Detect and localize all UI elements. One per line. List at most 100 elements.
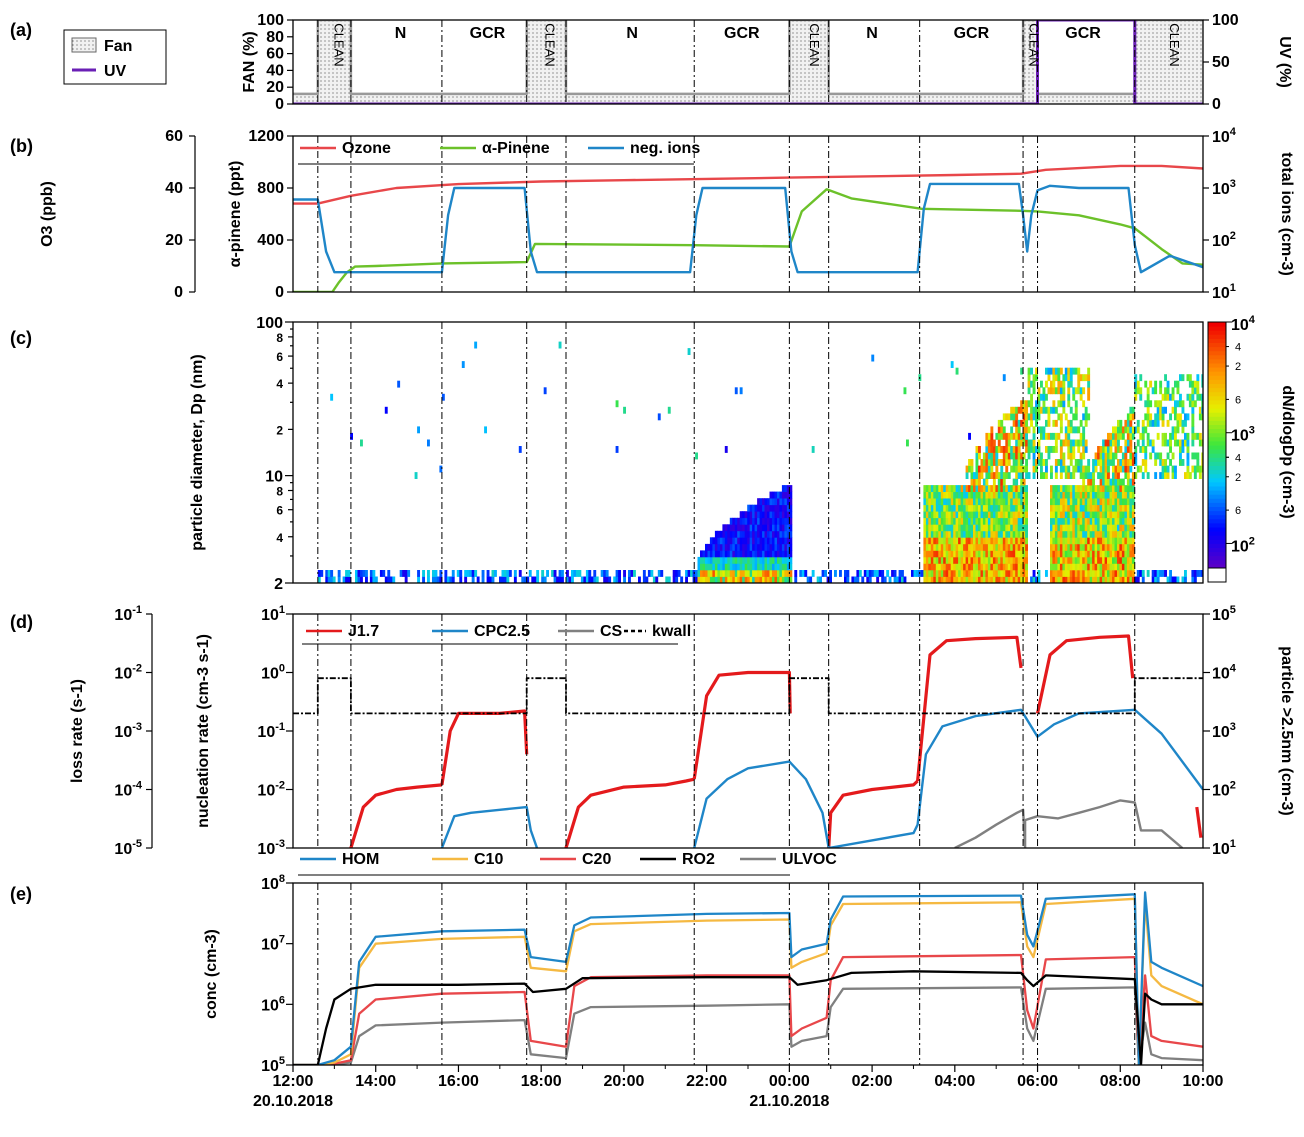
heatmap-cell-2106: [1104, 439, 1108, 447]
heatmap-cell-1070: [982, 465, 986, 473]
heatmap-cell-2345: [1131, 530, 1135, 538]
heatmap-cell-409: [754, 511, 758, 519]
heatmap-cell-996: [975, 570, 979, 577]
heatmap-cell-2364: [1134, 452, 1138, 460]
heatmap-cell-1840: [1074, 413, 1078, 421]
heatmap-cell-118: [546, 570, 549, 577]
heatmap-cell-253: [719, 570, 723, 577]
heatmap-cell-1745: [1067, 550, 1071, 558]
heatmap-cell-1372: [1017, 570, 1021, 577]
heatmap-cell-666: [920, 570, 924, 577]
heatmap-cell-1230: [1002, 570, 1006, 577]
heatmap-cell-1633: [1054, 446, 1058, 453]
heatmap-cell-1154: [992, 491, 996, 499]
heatmap-cell-678: [923, 504, 927, 512]
heatmap-cell-466: [767, 556, 770, 564]
heatmap-cell-2562: [1191, 426, 1195, 434]
heatmap-cell-1563: [1047, 413, 1051, 421]
heatmap-cell-2342: [1131, 550, 1135, 558]
heatmap-cell-1669: [1059, 543, 1063, 551]
heatmap-cell-1941: [1084, 413, 1088, 421]
heatmap-cell-626: [846, 576, 850, 583]
heatmap-cell-2329: [1129, 459, 1133, 466]
heatmap-cell-105: [518, 446, 522, 453]
heatmap-cell-18: [350, 432, 353, 440]
heatmap-cell-2043: [1099, 570, 1103, 577]
heatmap-cell-1478: [1027, 413, 1031, 421]
heatmap-cell-198: [697, 563, 701, 571]
heatmap-cell-1159: [992, 452, 996, 460]
a-left-tick-label-5: 100: [257, 12, 284, 29]
heatmap-cell-314: [734, 537, 738, 545]
heatmap-cell-995: [975, 576, 979, 583]
heatmap-cell-1822: [1074, 570, 1078, 577]
heatmap-cell-886: [958, 530, 961, 538]
heatmap-cell-2221: [1119, 576, 1123, 583]
heatmap-cell-13: [342, 576, 346, 583]
heatmap-cell-412: [757, 570, 760, 577]
heatmap-cell-5: [327, 576, 331, 583]
heatmap-cell-2140: [1109, 511, 1113, 519]
heatmap-cell-882: [958, 556, 961, 564]
heatmap-cell-61: [436, 576, 440, 583]
heatmap-cell-91: [491, 576, 495, 583]
heatmap-cell-1446: [1022, 400, 1026, 408]
heatmap-cell-570: [784, 517, 788, 525]
heatmap-cell-526: [777, 524, 780, 532]
heatmap-cell-1799: [1072, 556, 1076, 564]
heatmap-cell-1490: [1030, 400, 1033, 408]
heatmap-cell-158: [618, 570, 621, 577]
heatmap-cell-2392: [1141, 432, 1145, 440]
heatmap-cell-1097: [987, 570, 991, 577]
heatmap-cell-2005: [1094, 576, 1098, 583]
heatmap-cell-1675: [1059, 504, 1063, 512]
heatmap-cell-537: [779, 543, 783, 551]
heatmap-cell-2366: [1134, 426, 1138, 434]
b-pinene-tick-label-0: 0: [275, 284, 284, 301]
heatmap-cell-1904: [1082, 511, 1086, 519]
heatmap-cell-1783: [1069, 491, 1073, 499]
heatmap-cell-1674: [1059, 511, 1063, 519]
heatmap-cell-1767: [1067, 380, 1071, 388]
heatmap-cell-810: [945, 524, 949, 532]
heatmap-cell-956: [968, 465, 971, 473]
heatmap-cell-2053: [1099, 504, 1103, 512]
heatmap-cell-2591: [1198, 439, 1202, 447]
heatmap-cell-1661: [1057, 380, 1061, 388]
heatmap-cell-2398: [1144, 446, 1148, 453]
heatmap-cell-1254: [1005, 570, 1009, 577]
heatmap-cell-1160: [992, 446, 996, 453]
heatmap-cell-1155: [992, 485, 996, 492]
heatmap-cell-1672: [1059, 524, 1063, 532]
colorbar-step-34: [1208, 424, 1226, 430]
heatmap-cell-1886: [1079, 459, 1083, 466]
heatmap-cell-544: [779, 498, 783, 506]
heatmap-cell-579: [786, 556, 790, 564]
heatmap-cell-1309: [1010, 504, 1014, 512]
heatmap-cell-2: [320, 570, 324, 577]
heatmap-cell-214: [705, 550, 708, 558]
d-loss-tick-label-4-exp: -1: [132, 604, 142, 616]
heatmap-cell-1648: [1057, 530, 1061, 538]
heatmap-cell-1919: [1082, 387, 1086, 395]
heatmap-cell-1318: [1010, 413, 1014, 421]
heatmap-cell-1117: [987, 432, 991, 440]
heatmap-cell-751: [935, 517, 939, 525]
heatmap-cell-1172: [995, 511, 999, 519]
heatmap-cell-2326: [1129, 485, 1133, 492]
heatmap-cell-1769: [1067, 367, 1071, 375]
heatmap-cell-1816: [1072, 426, 1076, 434]
heatmap-cell-638: [868, 570, 872, 577]
heatmap-cell-960: [970, 570, 974, 577]
heatmap-cell-1659: [1057, 400, 1061, 408]
colorbar-step-18: [1208, 490, 1226, 495]
heatmap-cell-1371: [1017, 576, 1021, 583]
heatmap-cell-2066: [1102, 556, 1105, 564]
heatmap-cell-1340: [1012, 432, 1016, 440]
heatmap-cell-330: [739, 570, 743, 577]
heatmap-cell-2334: [1129, 426, 1133, 434]
colorbar-step-13: [1208, 510, 1226, 516]
heatmap-cell-1018: [978, 563, 981, 571]
heatmap-cell-1247: [1002, 452, 1006, 460]
heatmap-cell-531: [777, 491, 780, 499]
